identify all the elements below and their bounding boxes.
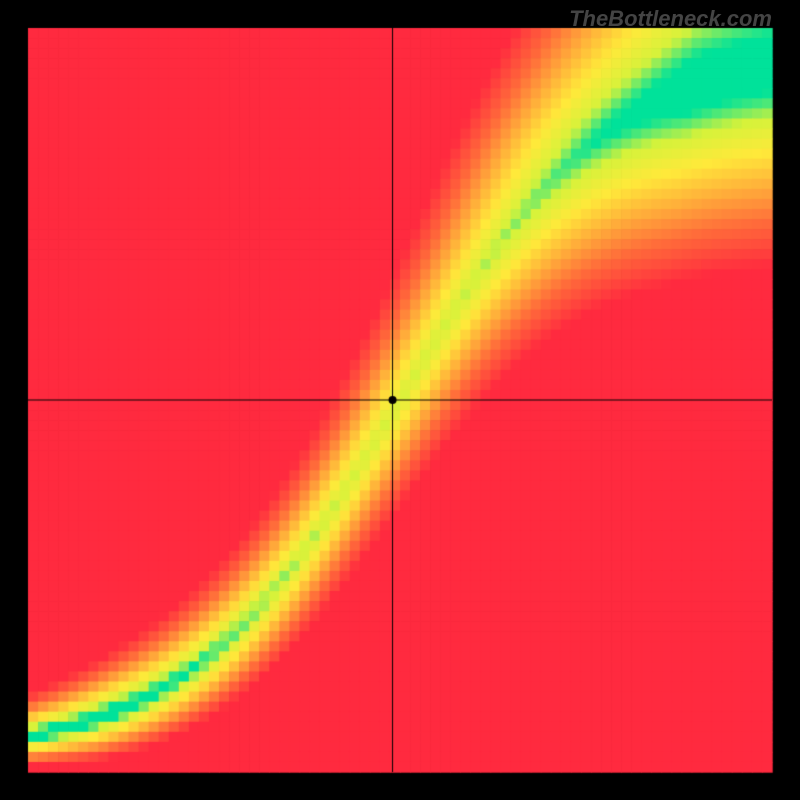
watermark-label: TheBottleneck.com: [569, 6, 772, 32]
bottleneck-heatmap-canvas: [0, 0, 800, 800]
bottleneck-heatmap-container: TheBottleneck.com: [0, 0, 800, 800]
